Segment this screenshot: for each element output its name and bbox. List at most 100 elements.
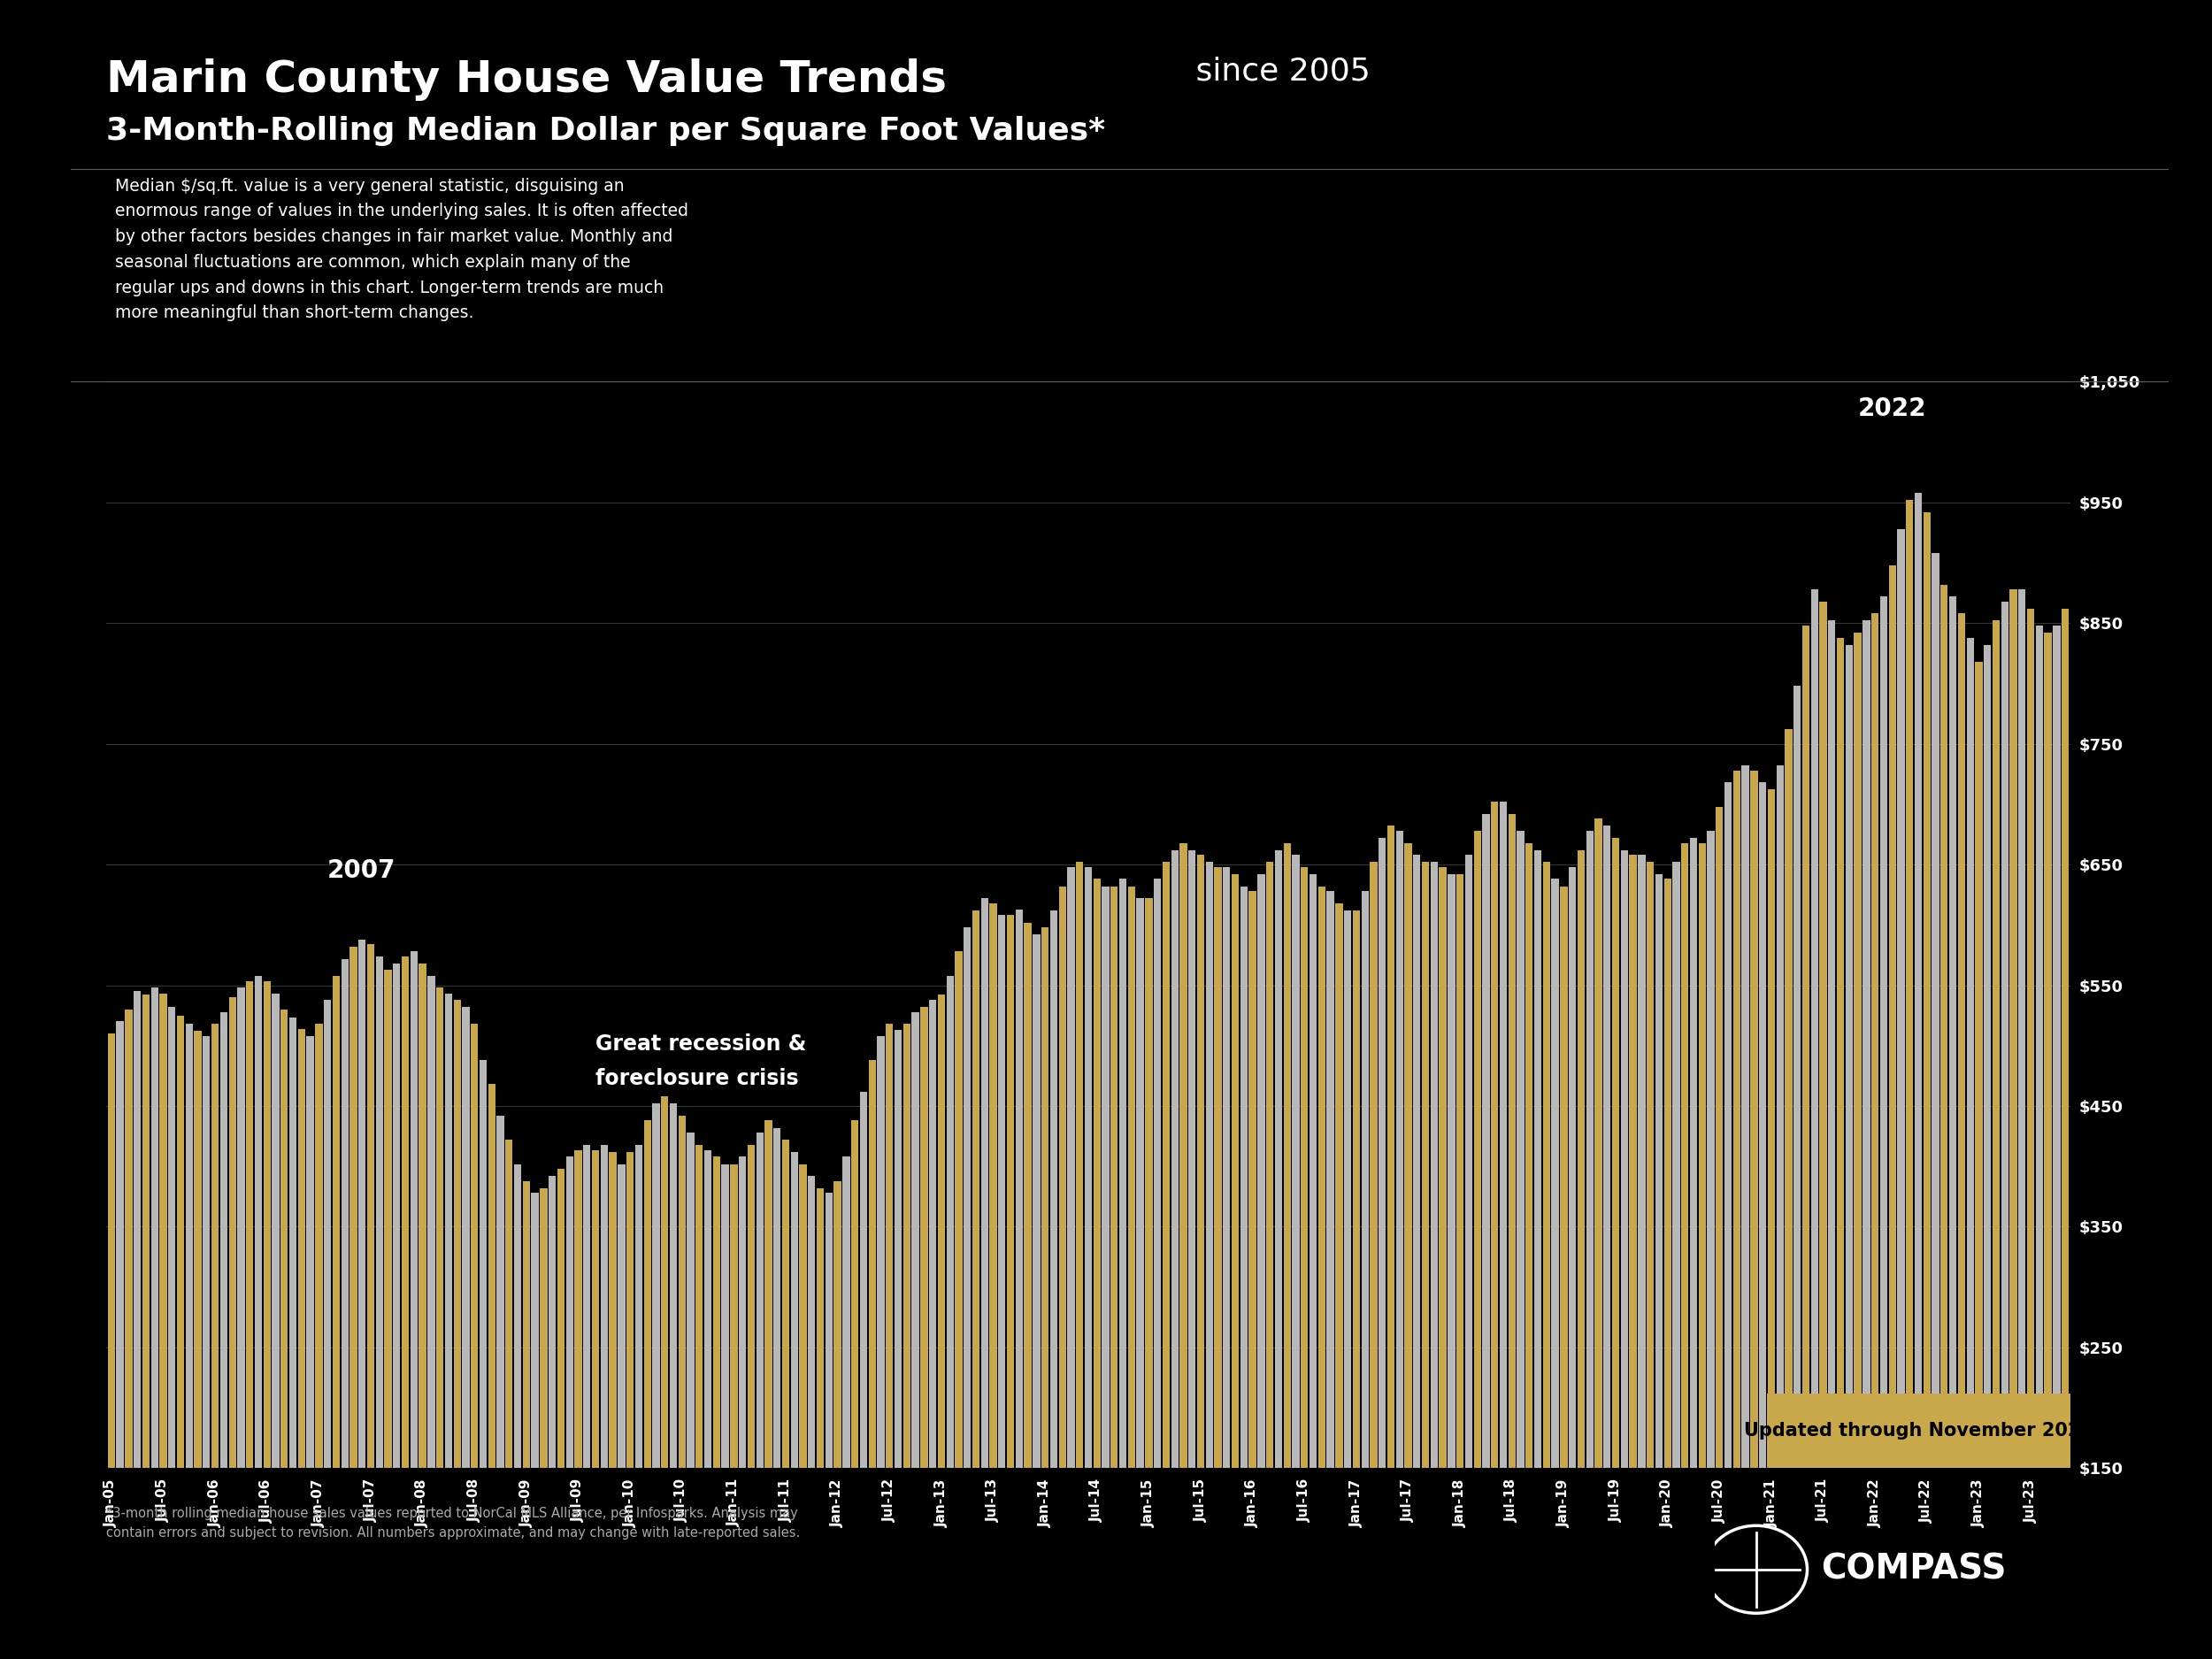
Bar (498, 1115, 504, 1468)
Bar (816, 1188, 823, 1468)
Bar (1776, 765, 1783, 1468)
Bar (1084, 868, 1093, 1468)
Bar (765, 1120, 772, 1468)
Bar (1354, 911, 1360, 1468)
Bar (1750, 770, 1759, 1468)
Bar (1871, 614, 1878, 1468)
Bar (1655, 874, 1663, 1468)
Bar (403, 956, 409, 1468)
Bar (929, 1000, 936, 1468)
Bar (1179, 843, 1188, 1468)
Bar (1042, 927, 1048, 1468)
Bar (2011, 589, 2017, 1468)
Bar (1741, 765, 1750, 1468)
Bar (599, 1145, 608, 1468)
Bar (1327, 891, 1334, 1468)
Bar (790, 1151, 799, 1468)
Text: Marin County House Value Trends: Marin County House Value Trends (106, 58, 947, 101)
Bar (332, 975, 341, 1468)
Bar (1889, 566, 1896, 1468)
Bar (1500, 801, 1506, 1468)
Bar (644, 1120, 650, 1468)
Bar (973, 911, 980, 1468)
Bar (1110, 886, 1117, 1468)
Bar (385, 969, 392, 1468)
Bar (989, 902, 998, 1468)
Bar (557, 1170, 564, 1468)
Bar (843, 1156, 849, 1468)
Bar (1250, 891, 1256, 1468)
Bar (1336, 902, 1343, 1468)
Text: Updated through November 2023: Updated through November 2023 (1743, 1422, 2093, 1440)
Bar (1526, 843, 1533, 1468)
Bar (549, 1176, 555, 1468)
Bar (2062, 609, 2068, 1468)
Bar (117, 1022, 124, 1468)
Bar (1033, 934, 1040, 1468)
Text: 2022: 2022 (1858, 397, 1927, 421)
Bar (1863, 620, 1869, 1468)
Bar (418, 964, 427, 1468)
Bar (522, 1181, 531, 1468)
Bar (349, 947, 356, 1468)
Bar (126, 1009, 133, 1468)
Bar (2017, 589, 2026, 1468)
Bar (1102, 886, 1108, 1468)
Bar (1206, 863, 1212, 1468)
Bar (956, 952, 962, 1468)
Bar (1517, 831, 1524, 1468)
Bar (272, 994, 279, 1468)
Bar (774, 1128, 781, 1468)
Bar (584, 1145, 591, 1468)
Bar (1922, 513, 1931, 1468)
Bar (1310, 874, 1316, 1468)
Bar (783, 1140, 790, 1468)
Bar (1170, 849, 1179, 1468)
Bar (1024, 922, 1031, 1468)
Bar (1068, 868, 1075, 1468)
Bar (1966, 637, 1973, 1468)
Bar (1940, 584, 1949, 1468)
Bar (281, 1009, 288, 1468)
Bar (2053, 625, 2059, 1468)
Bar (237, 987, 246, 1468)
Bar (480, 1060, 487, 1468)
Bar (1301, 868, 1307, 1468)
Bar (653, 1103, 659, 1468)
Bar (427, 975, 436, 1468)
Bar (212, 1024, 219, 1468)
Bar (593, 1151, 599, 1468)
Bar (1128, 886, 1135, 1468)
Bar (307, 1035, 314, 1468)
Bar (186, 1024, 192, 1468)
Bar (1274, 849, 1283, 1468)
Bar (1387, 826, 1394, 1468)
Bar (1137, 898, 1144, 1468)
Bar (1119, 879, 1126, 1468)
Bar (885, 1024, 894, 1468)
Bar (1725, 783, 1732, 1468)
Bar (1880, 597, 1887, 1468)
Bar (860, 1092, 867, 1468)
Bar (947, 975, 953, 1468)
Bar (1708, 831, 1714, 1468)
Bar (358, 939, 365, 1468)
Bar (471, 1024, 478, 1468)
Bar (1491, 801, 1498, 1468)
Bar (739, 1156, 745, 1468)
Bar (1663, 879, 1672, 1468)
Bar (964, 927, 971, 1468)
Bar (1681, 843, 1688, 1468)
Bar (159, 994, 166, 1468)
Bar (1646, 863, 1655, 1468)
Bar (1767, 1394, 2070, 1468)
Bar (1075, 863, 1084, 1468)
Bar (1794, 685, 1801, 1468)
Text: *3-month rolling median house sales values reported to NorCal MLS Alliance, per : *3-month rolling median house sales valu… (106, 1506, 801, 1540)
Bar (894, 1030, 902, 1468)
Bar (695, 1145, 703, 1468)
Bar (177, 1015, 184, 1468)
Bar (1422, 863, 1429, 1468)
Bar (453, 1000, 460, 1468)
Bar (1958, 614, 1964, 1468)
